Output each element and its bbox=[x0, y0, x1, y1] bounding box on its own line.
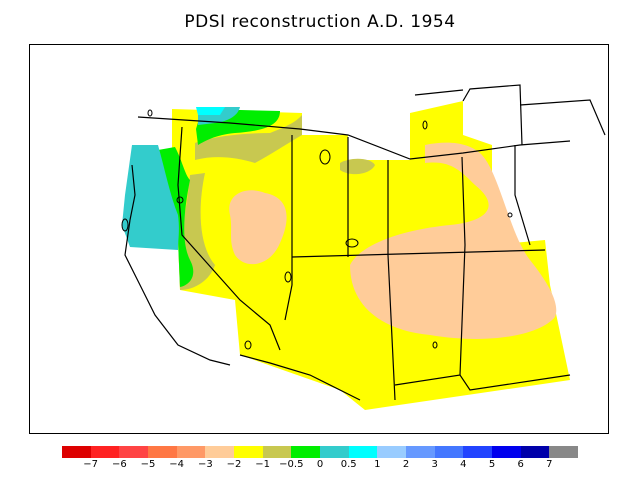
legend-swatch bbox=[291, 446, 321, 458]
legend-tick-label: −1 bbox=[255, 459, 271, 470]
legend-tick-label: −6 bbox=[111, 459, 127, 470]
pdsi-map bbox=[121, 84, 606, 410]
map-frame bbox=[29, 44, 609, 434]
legend-swatch bbox=[463, 446, 493, 458]
cyan-patch-north bbox=[196, 107, 225, 115]
legend-tick-label: 0.5 bbox=[340, 459, 357, 470]
legend-colorbar bbox=[62, 446, 579, 458]
legend-tick-label: −2 bbox=[226, 459, 242, 470]
lakes bbox=[121, 109, 513, 350]
legend-swatch bbox=[320, 446, 349, 458]
legend-tick-label: 4 bbox=[460, 459, 467, 470]
olive-band-north bbox=[195, 115, 302, 163]
legend-swatch bbox=[520, 446, 550, 458]
legend-tick-label: 5 bbox=[488, 459, 496, 470]
legend-swatch bbox=[90, 446, 120, 458]
map-title: PDSI reconstruction A.D. 1954 bbox=[184, 12, 456, 32]
legend-swatch bbox=[62, 446, 91, 458]
legend-swatch bbox=[348, 446, 378, 458]
olive-patch-wyoming bbox=[340, 158, 375, 175]
legend-swatch bbox=[148, 446, 177, 458]
legend-tick-label: 1 bbox=[374, 459, 381, 470]
legend-tick-label: 2 bbox=[402, 459, 410, 470]
legend-tick-label: 0 bbox=[316, 459, 324, 470]
legend-swatch bbox=[406, 446, 435, 458]
legend-tick-label: −7 bbox=[83, 459, 99, 470]
legend-swatch bbox=[234, 446, 263, 458]
legend-ticks: −7 −6 −5 −4 −3 −2 −1 −0.5 0 0.5 1 2 3 4 5 6 7 bbox=[62, 459, 578, 473]
legend-tick-label: 6 bbox=[517, 459, 524, 470]
legend-tick-label: 3 bbox=[431, 459, 438, 470]
legend-swatch bbox=[262, 446, 292, 458]
legend-swatch bbox=[119, 446, 149, 458]
legend-tick-label: −3 bbox=[197, 459, 213, 470]
legend-tick-label: −4 bbox=[169, 459, 185, 470]
legend-tick-label: −0.5 bbox=[279, 459, 304, 470]
legend-tick-label: 7 bbox=[546, 459, 553, 470]
peach-patch-four-corners bbox=[350, 142, 557, 339]
legend-tick-label: −5 bbox=[140, 459, 156, 470]
legend-swatch bbox=[549, 446, 579, 458]
state-boundaries bbox=[124, 84, 606, 401]
legend-swatch bbox=[176, 446, 206, 458]
teal-region-pacific-nw bbox=[122, 145, 179, 250]
legend-swatch bbox=[377, 446, 407, 458]
peach-patch-great-basin bbox=[229, 190, 287, 265]
legend-swatch bbox=[205, 446, 235, 458]
legend-swatch bbox=[492, 446, 521, 458]
legend-swatch bbox=[434, 446, 464, 458]
